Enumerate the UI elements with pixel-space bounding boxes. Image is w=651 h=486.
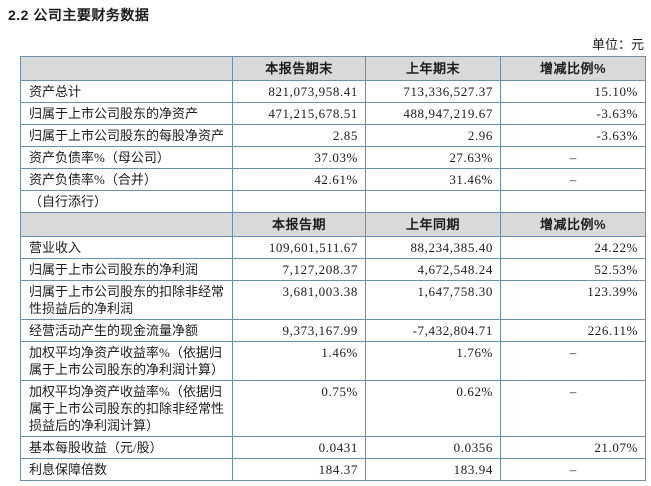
row-label-cell: 资产负债率%（合并） — [20, 168, 233, 191]
current-period-cell: 42.61% — [232, 168, 366, 191]
prior-period-cell: 0.62% — [365, 380, 501, 437]
prior-period-cell: 27.63% — [365, 146, 501, 169]
table-row: 资产负债率%（母公司） 37.03% 27.63% – — [20, 146, 646, 169]
prior-period-cell: 88,234,385.40 — [365, 236, 501, 259]
table-row: 资产总计 821,073,958.41 713,336,527.37 15.10% — [20, 80, 646, 103]
table-row: 归属于上市公司股东的每股净资产 2.85 2.96 -3.63% — [20, 124, 646, 147]
row-label-cell: 基本每股收益（元/股） — [20, 436, 233, 459]
table-row: 归属于上市公司股东的净资产 471,215,678.51 488,947,219.6… — [20, 102, 646, 125]
current-period-cell: 1.46% — [232, 341, 366, 381]
change-ratio-cell: -3.63% — [500, 124, 646, 147]
change-ratio-cell: 52.53% — [500, 258, 646, 281]
change-ratio-cell: – — [500, 146, 646, 169]
table-header-row-1: 本报告期末 上年期末 增减比例% — [20, 56, 646, 81]
current-period-cell: 0.0431 — [232, 436, 366, 459]
change-ratio-cell: 123.39% — [500, 280, 646, 320]
prior-period-cell: 713,336,527.37 — [365, 80, 501, 103]
current-period-cell: 3,681,003.38 — [232, 280, 366, 320]
table-row: 基本每股收益（元/股） 0.0431 0.0356 21.07% — [20, 436, 646, 459]
financial-data-table: 本报告期末 上年期末 增减比例% 资产总计 821,073,958.41 713,336,… — [20, 56, 646, 481]
unit-label: 单位：元 — [591, 37, 644, 52]
row-label-cell: 归属于上市公司股东的每股净资产 — [20, 124, 233, 147]
row-label-cell: 归属于上市公司股东的净资产 — [20, 102, 233, 125]
change-ratio-cell: 226.11% — [500, 319, 646, 342]
row-label-cell: 资产总计 — [20, 80, 233, 103]
prior-period-cell: 0.0356 — [365, 436, 501, 459]
prior-period-cell: 2.96 — [365, 124, 501, 147]
current-period-cell: 37.03% — [232, 146, 366, 169]
change-ratio-cell: -3.63% — [500, 102, 646, 125]
header-cell: 上年期末 — [365, 56, 501, 81]
current-period-cell: 109,601,511.67 — [232, 236, 366, 259]
header-cell: 本报告期末 — [232, 56, 366, 81]
row-label-cell: （自行添行） — [20, 190, 233, 213]
change-ratio-cell: 15.10% — [500, 80, 646, 103]
table-row: 经营活动产生的现金流量净额 9,373,167.99 -7,432,804.71 22… — [20, 319, 646, 342]
table-row: 归属于上市公司股东的净利润 7,127,208.37 4,672,548.24 52.… — [20, 258, 646, 281]
change-ratio-cell: – — [500, 341, 646, 381]
table-row: 营业收入 109,601,511.67 88,234,385.40 24.22% — [20, 236, 646, 259]
report-content: 单位：元 本报告期末 上年期末 增减比例% 资产总计 821,073,958.41 713… — [20, 34, 646, 481]
change-ratio-cell: 21.07% — [500, 436, 646, 459]
table-row: 加权平均净资产收益率%（依据归属于上市公司股东的净利润计算） 1.46% 1.76%… — [20, 341, 646, 381]
row-label-cell: 归属于上市公司股东的净利润 — [20, 258, 233, 281]
prior-period-cell: 4,672,548.24 — [365, 258, 501, 281]
header-cell-empty — [20, 212, 233, 237]
table-row: 归属于上市公司股东的扣除非经常性损益后的净利润 3,681,003.38 1,647… — [20, 280, 646, 320]
row-label-cell: 营业收入 — [20, 236, 233, 259]
row-label-cell: 归属于上市公司股东的扣除非经常性损益后的净利润 — [20, 280, 233, 320]
row-label-cell: 加权平均净资产收益率%（依据归属于上市公司股东的扣除非经常性损益后的净利润计算） — [20, 380, 233, 437]
prior-period-cell — [365, 190, 501, 213]
prior-period-cell: 488,947,219.67 — [365, 102, 501, 125]
table-row: 资产负债率%（合并） 42.61% 31.46% – — [20, 168, 646, 191]
current-period-cell: 821,073,958.41 — [232, 80, 366, 103]
current-period-cell: 2.85 — [232, 124, 366, 147]
prior-period-cell: 31.46% — [365, 168, 501, 191]
header-cell: 增减比例% — [500, 56, 646, 81]
row-label-cell: 经营活动产生的现金流量净额 — [20, 319, 233, 342]
row-label-cell: 加权平均净资产收益率%（依据归属于上市公司股东的净利润计算） — [20, 341, 233, 381]
table-row: 利息保障倍数 184.37 183.94– — [20, 458, 646, 481]
report-page: 2.2 公司主要财务数据 单位：元 本报告期末 上年期末 增减比例% 资产总计 821,… — [0, 5, 651, 481]
current-period-cell: 0.75% — [232, 380, 366, 437]
current-period-cell — [232, 190, 366, 213]
current-period-cell: 471,215,678.51 — [232, 102, 366, 125]
header-cell: 上年同期 — [365, 212, 501, 237]
current-period-cell: 184.37 — [232, 458, 366, 481]
row-label-cell: 资产负债率%（母公司） — [20, 146, 233, 169]
prior-period-cell: 1,647,758.30 — [365, 280, 501, 320]
current-period-cell: 7,127,208.37 — [232, 258, 366, 281]
header-cell: 增减比例% — [500, 212, 646, 237]
section-title: 2.2 公司主要财务数据 — [8, 7, 150, 23]
financial-table-body: 本报告期末 上年期末 增减比例% 资产总计 821,073,958.41 713,336,… — [20, 56, 646, 481]
header-cell: 本报告期 — [232, 212, 366, 237]
table-header-row-2: 本报告期 上年同期 增减比例% — [20, 212, 646, 237]
prior-period-cell: 1.76% — [365, 341, 501, 381]
current-period-cell: 9,373,167.99 — [232, 319, 366, 342]
row-label-cell: 利息保障倍数 — [20, 458, 233, 481]
prior-period-cell: 183.94 — [365, 458, 501, 481]
table-row: （自行添行） — [20, 190, 646, 213]
change-ratio-cell: – — [500, 458, 646, 481]
prior-period-cell: -7,432,804.71 — [365, 319, 501, 342]
header-cell-empty — [20, 56, 233, 81]
table-row: 加权平均净资产收益率%（依据归属于上市公司股东的扣除非经常性损益后的净利润计算）… — [20, 380, 646, 437]
change-ratio-cell — [500, 190, 646, 213]
change-ratio-cell: – — [500, 168, 646, 191]
change-ratio-cell: 24.22% — [500, 236, 646, 259]
change-ratio-cell: – — [500, 380, 646, 437]
